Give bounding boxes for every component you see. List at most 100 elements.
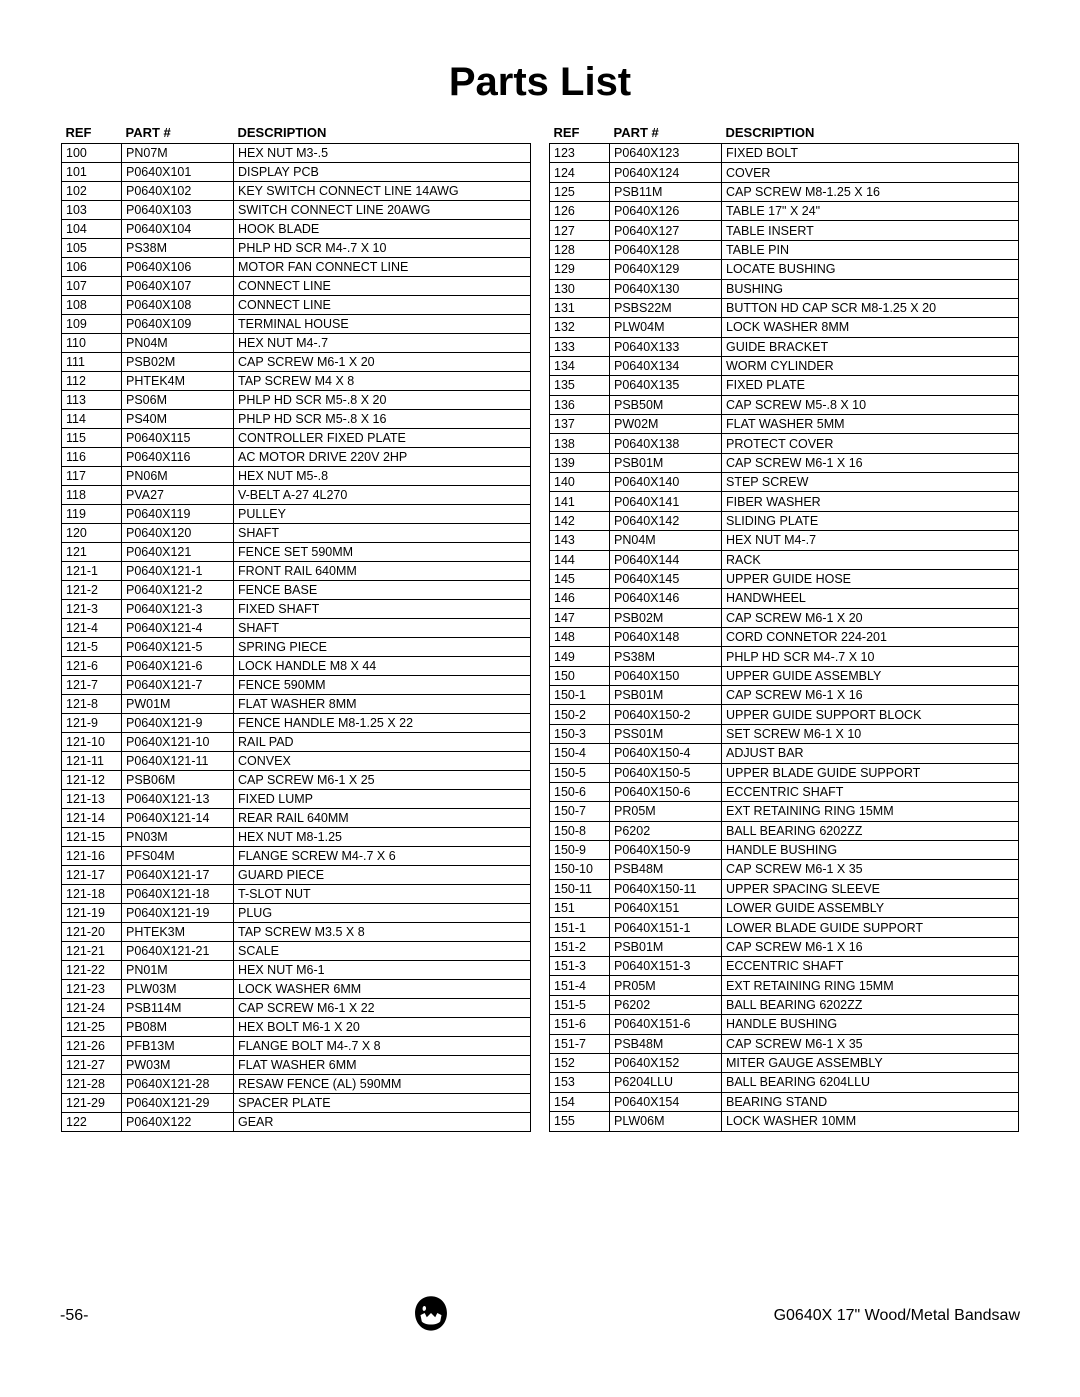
table-row: 152P0640X152MITER GAUGE ASSEMBLY: [550, 1053, 1019, 1072]
table-row: 137PW02MFLAT WASHER 5MM: [550, 415, 1019, 434]
table-row: 150-7PR05MEXT RETAINING RING 15MM: [550, 802, 1019, 821]
cell-desc: CAP SCREW M6-1 X 16: [722, 937, 1019, 956]
table-row: 105PS38MPHLP HD SCR M4-.7 X 10: [62, 239, 531, 258]
cell-desc: MITER GAUGE ASSEMBLY: [722, 1053, 1019, 1072]
cell-ref: 153: [550, 1073, 610, 1092]
cell-part: P0640X121-5: [122, 638, 234, 657]
cell-ref: 150-9: [550, 840, 610, 859]
table-row: 122P0640X122GEAR: [62, 1113, 531, 1132]
cell-ref: 121-14: [62, 809, 122, 828]
cell-part: PLW03M: [122, 980, 234, 999]
table-row: 110PN04MHEX NUT M4-.7: [62, 334, 531, 353]
cell-part: P0640X115: [122, 429, 234, 448]
cell-part: P0640X103: [122, 201, 234, 220]
cell-part: P0640X150-5: [610, 763, 722, 782]
cell-ref: 113: [62, 391, 122, 410]
cell-ref: 121-23: [62, 980, 122, 999]
cell-desc: LOCK WASHER 6MM: [234, 980, 531, 999]
cell-part: PSB48M: [610, 860, 722, 879]
table-row: 111PSB02MCAP SCREW M6-1 X 20: [62, 353, 531, 372]
cell-ref: 150-3: [550, 724, 610, 743]
cell-ref: 121-15: [62, 828, 122, 847]
cell-desc: PHLP HD SCR M4-.7 X 10: [722, 647, 1019, 666]
cell-part: P0640X121-19: [122, 904, 234, 923]
cell-part: P0640X124: [610, 163, 722, 182]
table-row: 151-4PR05MEXT RETAINING RING 15MM: [550, 976, 1019, 995]
cell-desc: FENCE BASE: [234, 581, 531, 600]
cell-ref: 121-19: [62, 904, 122, 923]
cell-desc: LOCK WASHER 8MM: [722, 318, 1019, 337]
cell-desc: MOTOR FAN CONNECT LINE: [234, 258, 531, 277]
cell-ref: 119: [62, 505, 122, 524]
cell-part: P0640X121-10: [122, 733, 234, 752]
cell-ref: 142: [550, 511, 610, 530]
cell-part: P0640X121-9: [122, 714, 234, 733]
cell-desc: BALL BEARING 6202ZZ: [722, 821, 1019, 840]
cell-desc: CORD CONNETOR 224-201: [722, 627, 1019, 646]
cell-part: P0640X121-13: [122, 790, 234, 809]
table-row: 118PVA27V-BELT A-27 4L270: [62, 486, 531, 505]
cell-part: P0640X144: [610, 550, 722, 569]
cell-desc: PROTECT COVER: [722, 434, 1019, 453]
table-row: 121-24PSB114MCAP SCREW M6-1 X 22: [62, 999, 531, 1018]
cell-ref: 121-3: [62, 600, 122, 619]
cell-ref: 121-25: [62, 1018, 122, 1037]
cell-ref: 121-2: [62, 581, 122, 600]
table-row: 134P0640X134WORM CYLINDER: [550, 356, 1019, 375]
cell-ref: 146: [550, 589, 610, 608]
cell-part: PSB48M: [610, 1034, 722, 1053]
cell-desc: CAP SCREW M6-1 X 20: [722, 608, 1019, 627]
table-row: 121-14P0640X121-14REAR RAIL 640MM: [62, 809, 531, 828]
cell-ref: 100: [62, 144, 122, 163]
cell-part: PLW04M: [610, 318, 722, 337]
cell-ref: 127: [550, 221, 610, 240]
cell-ref: 151-1: [550, 918, 610, 937]
cell-ref: 143: [550, 531, 610, 550]
cell-desc: V-BELT A-27 4L270: [234, 486, 531, 505]
table-row: 132PLW04MLOCK WASHER 8MM: [550, 318, 1019, 337]
cell-desc: STEP SCREW: [722, 473, 1019, 492]
table-row: 121-26PFB13MFLANGE BOLT M4-.7 X 8: [62, 1037, 531, 1056]
table-row: 109P0640X109TERMINAL HOUSE: [62, 315, 531, 334]
cell-desc: GUIDE BRACKET: [722, 337, 1019, 356]
cell-part: P0640X128: [610, 240, 722, 259]
table-row: 130P0640X130BUSHING: [550, 279, 1019, 298]
cell-ref: 121-21: [62, 942, 122, 961]
page-title: Parts List: [60, 60, 1020, 105]
cell-desc: HEX NUT M3-.5: [234, 144, 531, 163]
cell-desc: PHLP HD SCR M5-.8 X 16: [234, 410, 531, 429]
cell-ref: 135: [550, 376, 610, 395]
cell-desc: TAP SCREW M3.5 X 8: [234, 923, 531, 942]
cell-part: P0640X126: [610, 202, 722, 221]
table-row: 150-10PSB48MCAP SCREW M6-1 X 35: [550, 860, 1019, 879]
table-row: 150-3PSS01MSET SCREW M6-1 X 10: [550, 724, 1019, 743]
cell-desc: CAP SCREW M6-1 X 20: [234, 353, 531, 372]
cell-ref: 121-12: [62, 771, 122, 790]
cell-ref: 131: [550, 298, 610, 317]
cell-ref: 118: [62, 486, 122, 505]
cell-ref: 145: [550, 569, 610, 588]
cell-part: P6204LLU: [610, 1073, 722, 1092]
cell-ref: 138: [550, 434, 610, 453]
cell-ref: 104: [62, 220, 122, 239]
cell-ref: 155: [550, 1111, 610, 1131]
cell-ref: 117: [62, 467, 122, 486]
cell-ref: 121-16: [62, 847, 122, 866]
table-row: 150-8P6202BALL BEARING 6202ZZ: [550, 821, 1019, 840]
cell-ref: 121-18: [62, 885, 122, 904]
cell-desc: FLAT WASHER 6MM: [234, 1056, 531, 1075]
cell-part: P0640X150-6: [610, 782, 722, 801]
cell-desc: SLIDING PLATE: [722, 511, 1019, 530]
cell-ref: 134: [550, 356, 610, 375]
cell-part: P0640X122: [122, 1113, 234, 1132]
cell-ref: 121-28: [62, 1075, 122, 1094]
cell-desc: LOWER GUIDE ASSEMBLY: [722, 899, 1019, 918]
cell-part: P0640X121-14: [122, 809, 234, 828]
table-row: 140P0640X140STEP SCREW: [550, 473, 1019, 492]
table-row: 121-20PHTEK3MTAP SCREW M3.5 X 8: [62, 923, 531, 942]
cell-desc: SWITCH CONNECT LINE 20AWG: [234, 201, 531, 220]
cell-desc: LOCK HANDLE M8 X 44: [234, 657, 531, 676]
cell-part: PSB01M: [610, 937, 722, 956]
cell-desc: TABLE PIN: [722, 240, 1019, 259]
table-row: 151-3P0640X151-3ECCENTRIC SHAFT: [550, 957, 1019, 976]
